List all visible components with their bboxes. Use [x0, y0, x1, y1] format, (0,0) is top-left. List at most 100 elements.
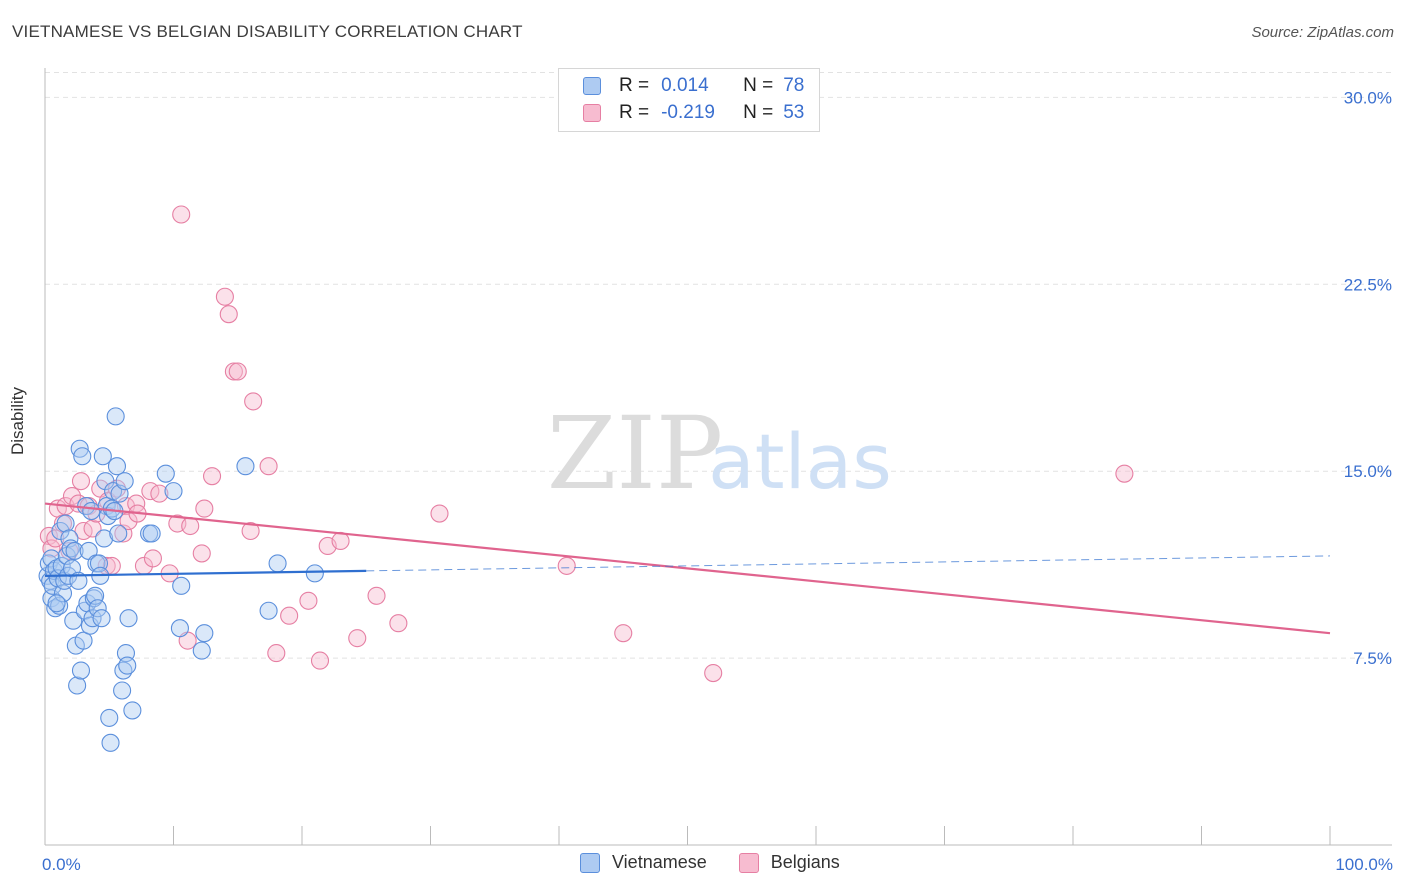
vietnamese-point: [113, 681, 132, 700]
belgians-point: [267, 644, 286, 663]
vietnamese-point: [195, 624, 214, 643]
vietnamese-point: [170, 619, 189, 638]
n-value: 78: [783, 75, 805, 96]
belgians-point: [280, 606, 299, 625]
belgians-point: [299, 591, 318, 610]
belgians-point: [150, 484, 169, 503]
source-label: Source: ZipAtlas.com: [1251, 24, 1394, 41]
n-label: N =: [743, 75, 774, 96]
vietnamese-swatch: [583, 77, 601, 95]
vietnamese-point: [268, 554, 287, 573]
r-value: -0.219: [661, 102, 715, 123]
chart-title: VIETNAMESE VS BELGIAN DISABILITY CORRELA…: [12, 22, 523, 41]
vietnamese-point: [96, 472, 115, 491]
belgians-trend-line: [44, 502, 1331, 635]
stats-row-belgians: R = -0.219 N = 53: [583, 101, 804, 125]
vietnamese-point: [95, 529, 114, 548]
belgians-point: [192, 544, 211, 563]
x-tick-label: 0.0%: [42, 855, 81, 874]
belgians-point: [181, 516, 200, 536]
vietnamese-point: [172, 576, 191, 595]
vietnamese-swatch: [580, 852, 600, 873]
x-tick-label: 100.0%: [1335, 855, 1393, 874]
belgians-point: [241, 521, 260, 541]
vietnamese-point: [259, 601, 278, 620]
vietnamese-point: [118, 656, 137, 675]
belgians-point: [143, 549, 162, 568]
belgians-swatch: [738, 852, 759, 873]
belgians-point: [195, 499, 214, 518]
watermark: ZIP atlas: [547, 395, 892, 512]
vietnamese-point: [107, 457, 127, 476]
vietnamese-point: [142, 524, 161, 543]
belgians-point: [614, 624, 633, 643]
trend-lines: [44, 502, 1331, 635]
vietnamese-point: [101, 733, 120, 752]
vietnamese-point: [92, 609, 111, 628]
legend-item-vietnamese[interactable]: Vietnamese: [580, 852, 707, 873]
vietnamese-point: [106, 407, 125, 426]
belgians-point: [1115, 464, 1134, 483]
grid-lines: [45, 71, 1392, 659]
stats-row-vietnamese: R = 0.014 N = 78: [583, 74, 804, 98]
y-tick-label: 15.0%: [1344, 462, 1392, 481]
vietnamese-point: [47, 594, 66, 613]
y-tick-label: 22.5%: [1344, 275, 1392, 294]
legend-label: Belgians: [770, 852, 840, 872]
belgians-swatch: [583, 104, 601, 122]
belgians-point: [310, 651, 330, 670]
legend-item-belgians[interactable]: Belgians: [738, 852, 840, 873]
vietnamese-point: [68, 676, 87, 695]
belgians-point: [172, 205, 191, 224]
vietnamese-point: [115, 472, 134, 491]
vietnamese-point: [164, 482, 183, 501]
vietnamese-point: [119, 609, 138, 628]
vietnamese-point: [100, 708, 119, 727]
belgians-point: [215, 287, 234, 306]
vietnamese-point: [88, 599, 107, 618]
belgians-point: [228, 362, 247, 381]
vietnamese-point: [192, 641, 211, 660]
belgians-point: [259, 457, 278, 476]
y-tick-labels: 7.5% 15.0% 22.5% 30.0%: [1344, 88, 1392, 668]
vietnamese-point: [73, 447, 92, 466]
vietnamese-points: [38, 407, 324, 752]
legend-label: Vietnamese: [612, 852, 707, 872]
vietnamese-point: [56, 514, 75, 533]
y-tick-label: 7.5%: [1353, 649, 1392, 668]
axes: [44, 68, 1392, 846]
stats-legend: R = 0.014 N = 78 R = -0.219 N = 53: [558, 68, 820, 132]
belgians-point: [42, 539, 61, 558]
y-tick-label: 30.0%: [1344, 88, 1392, 107]
belgians-point: [203, 467, 222, 486]
belgians-point: [704, 663, 723, 683]
vietnamese-point: [82, 502, 101, 521]
belgians-point: [224, 362, 243, 381]
vietnamese-point: [65, 541, 84, 560]
vietnamese-trend-extension: [366, 555, 1331, 572]
vietnamese-point: [305, 564, 324, 583]
x-tick-labels: 0.0% 100.0%: [42, 855, 1393, 874]
vietnamese-point: [109, 524, 128, 543]
vietnamese-point: [70, 439, 89, 458]
belgians-point: [62, 487, 82, 506]
belgians-point: [367, 586, 386, 605]
r-label: R =: [619, 75, 650, 96]
vietnamese-point: [123, 701, 142, 720]
vietnamese-point: [69, 571, 88, 590]
belgians-point: [244, 392, 263, 411]
r-label: R =: [619, 102, 650, 123]
watermark-atlas: atlas: [708, 417, 892, 506]
vietnamese-point: [93, 447, 112, 466]
belgians-point: [219, 305, 238, 324]
vietnamese-point: [74, 631, 93, 650]
belgians-point: [348, 629, 367, 648]
n-label: N =: [743, 102, 774, 123]
vietnamese-point: [236, 457, 255, 476]
belgians-point: [430, 504, 449, 523]
belgians-point: [71, 472, 91, 491]
n-value: 53: [783, 102, 805, 123]
vietnamese-point: [71, 661, 91, 680]
vietnamese-point: [64, 611, 83, 630]
